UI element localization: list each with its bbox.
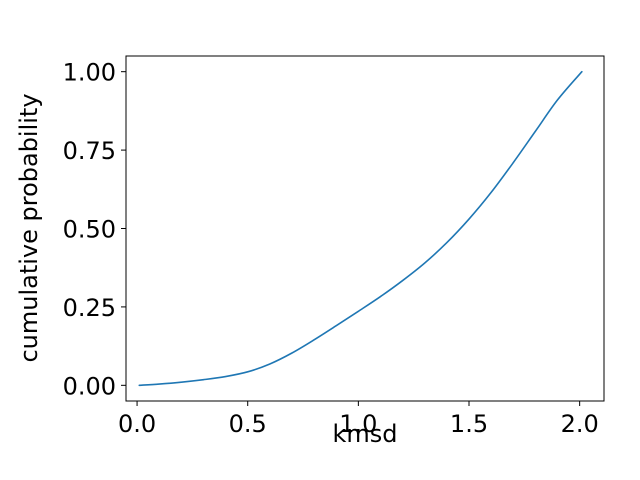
x-tick-label: 1.5: [450, 410, 488, 438]
x-axis-label: kmsd: [332, 420, 397, 448]
axes-frame: [125, 55, 605, 402]
y-tick-label: 0.25: [63, 294, 116, 322]
y-tick-label: 0.50: [63, 216, 116, 244]
series-line-0: [138, 70, 583, 387]
y-tick-label: 0.75: [63, 137, 116, 165]
plot-area: [138, 70, 583, 387]
y-tick-label: 0.00: [63, 372, 116, 400]
x-tick-label: 0.0: [118, 410, 156, 438]
x-axis-ticks: 0.0 0.5 1.0 1.5 2.0: [118, 401, 599, 438]
y-axis-label: cumulative probability: [15, 93, 43, 362]
y-axis-ticks: 0.00 0.25 0.50 0.75 1.00: [63, 59, 126, 400]
x-tick-label: 2.0: [561, 410, 599, 438]
x-tick-label: 0.5: [229, 410, 267, 438]
x-tick-label: 1.0: [339, 410, 377, 438]
y-tick-label: 1.00: [63, 59, 116, 87]
